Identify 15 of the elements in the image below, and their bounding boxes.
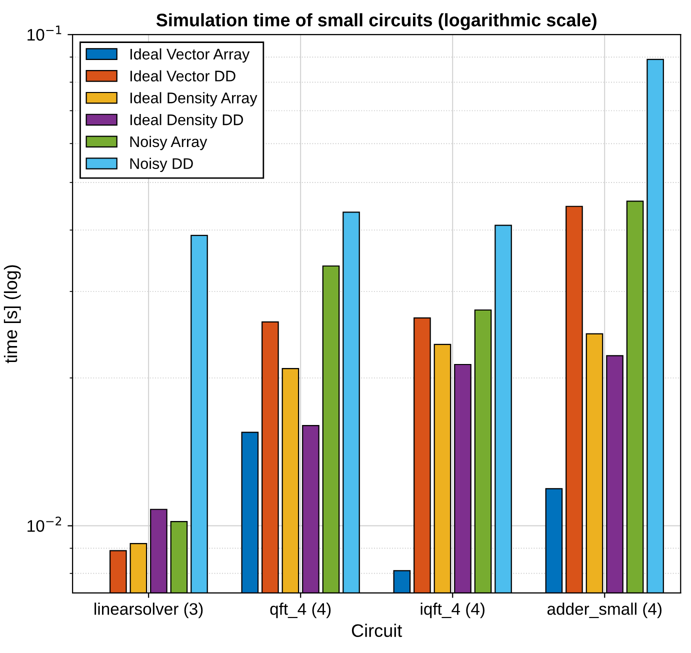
- y-axis-title: time [s] (log): [4, 265, 21, 364]
- x-tick-label: linearsolver (3): [94, 602, 203, 618]
- x-tick-label: iqft_4 (4): [420, 602, 484, 618]
- legend-label: Ideal Density DD: [130, 114, 243, 128]
- legend-label: Ideal Density Array: [130, 92, 258, 106]
- legend-label: Noisy DD: [130, 158, 193, 172]
- legend-label: Noisy Array: [130, 136, 208, 150]
- chart-title: Simulation time of small circuits (logarithmic scale): [156, 13, 596, 30]
- x-tick-label: adder_small (4): [547, 602, 662, 618]
- y-tick-label: 10$^{−1}$: [28, 26, 62, 41]
- x-axis-title: Circuit: [352, 624, 402, 637]
- legend-label: Ideal Vector DD: [130, 70, 236, 82]
- legend-label: Ideal Vector Array: [130, 48, 250, 63]
- x-tick-label: qft_4 (4): [270, 602, 331, 618]
- y-tick-label: 10$^{−2}$: [28, 516, 62, 532]
